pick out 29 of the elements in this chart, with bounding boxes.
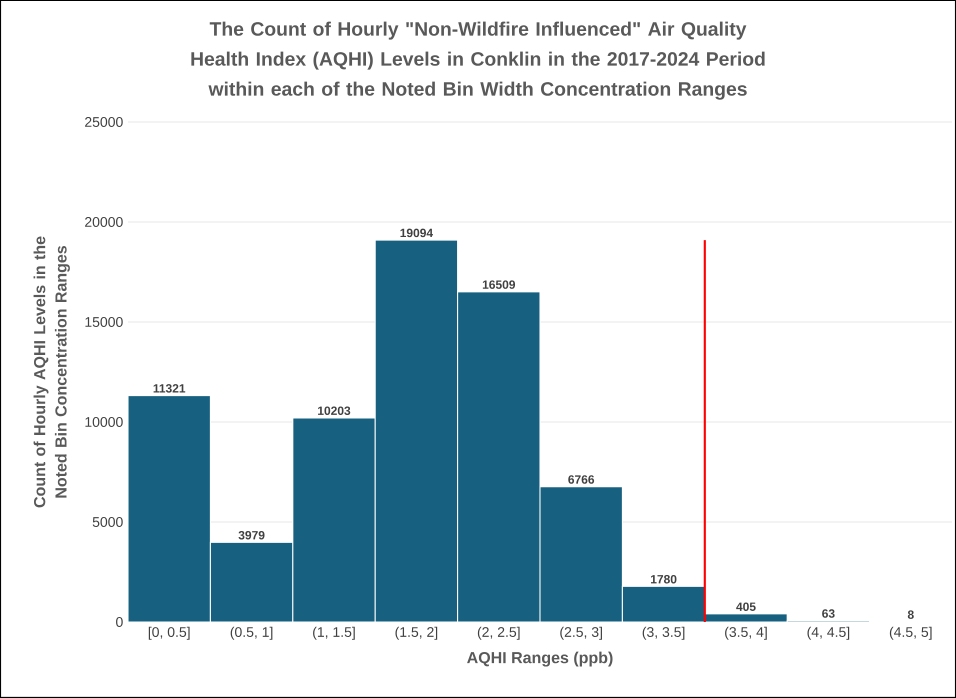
data-label: 3979 (238, 530, 265, 540)
data-label: 8 (908, 610, 914, 619)
x-tick-label: (1.5, 2] (395, 626, 438, 640)
x-tick-label: (1, 1.5] (313, 626, 355, 640)
x-tick-label: (4, 4.5] (807, 626, 850, 640)
x-tick-label: (2.5, 3] (560, 626, 602, 640)
x-tick-label: (0.5, 1] (230, 626, 272, 640)
y-tick-label: 0 (116, 617, 123, 627)
data-label: 405 (736, 602, 756, 611)
y-tick-label: 5000 (92, 517, 123, 527)
data-label: 11321 (154, 384, 186, 393)
data-label: 1780 (651, 574, 676, 584)
x-tick-label: (4.5, 5] (890, 626, 932, 640)
data-label: 6766 (568, 475, 594, 484)
x-tick-label: [0, 0.5] (148, 626, 190, 640)
y-tick-label: 15000 (85, 317, 123, 327)
x-tick-label: (3, 3.5] (642, 626, 684, 640)
y-tick-label: 10000 (85, 417, 123, 427)
x-axis-title: AQHI Ranges (ppb) (467, 652, 613, 667)
data-label: 19094 (400, 228, 434, 238)
data-label: 16509 (482, 280, 516, 289)
y-tick-label: 20000 (85, 217, 123, 227)
x-tick-label: (3.5, 4] (725, 626, 767, 640)
y-axis-title: Count of Hourly AQHI Levels in the Noted Bin Concentration Ranges (34, 236, 70, 508)
chart-title: The Count of Hourly "Non-Wildfire Influenced" Air Quality Health Index (AQHI) Levels in Conklin in the 2017-2024 Period within each of the Noted Bin Width Concentration Ranges (191, 22, 765, 100)
data-label: 10203 (318, 406, 350, 415)
y-tick-label: 25000 (85, 117, 123, 127)
data-label: 63 (822, 609, 835, 618)
x-tick-label: (2, 2.5] (478, 626, 520, 640)
